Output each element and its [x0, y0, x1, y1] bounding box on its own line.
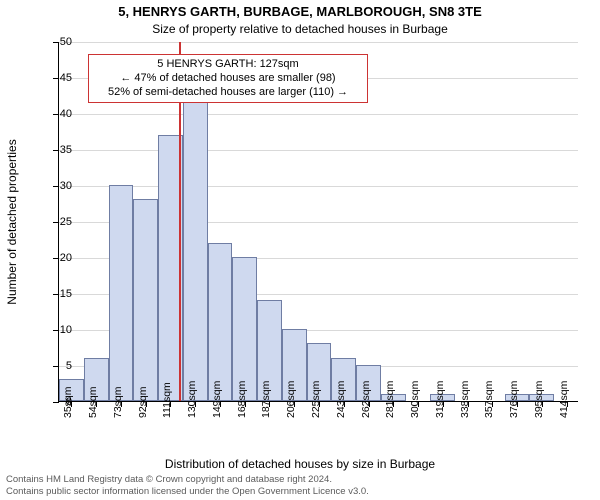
y-tick-label: 20 — [60, 252, 72, 264]
histogram-bar — [109, 185, 134, 401]
y-tick — [53, 78, 59, 79]
chart-container: 5, HENRYS GARTH, BURBAGE, MARLBOROUGH, S… — [0, 0, 600, 500]
y-tick — [53, 402, 59, 403]
y-tick-label: 15 — [60, 288, 72, 300]
histogram-bar — [133, 199, 158, 401]
chart-title-sub: Size of property relative to detached ho… — [0, 22, 600, 36]
y-tick — [53, 114, 59, 115]
chart-title-main: 5, HENRYS GARTH, BURBAGE, MARLBOROUGH, S… — [0, 4, 600, 19]
annotation-line-1: 5 HENRYS GARTH: 127sqm — [95, 58, 361, 72]
y-axis-title: Number of detached properties — [5, 139, 19, 304]
y-tick-label: 25 — [60, 216, 72, 228]
x-axis-title: Distribution of detached houses by size … — [0, 457, 600, 471]
gridline — [59, 186, 578, 187]
y-tick-label: 10 — [60, 324, 72, 336]
gridline — [59, 42, 578, 43]
y-tick-label: 50 — [60, 36, 72, 48]
footer-line-1: Contains HM Land Registry data © Crown c… — [6, 474, 332, 485]
gridline — [59, 150, 578, 151]
annotation-box: 5 HENRYS GARTH: 127sqm ← 47% of detached… — [88, 54, 368, 103]
histogram-bar — [208, 243, 233, 401]
y-tick — [53, 294, 59, 295]
y-tick — [53, 150, 59, 151]
annotation-line-2: ← 47% of detached houses are smaller (98… — [95, 72, 361, 86]
y-tick — [53, 186, 59, 187]
y-tick-label: 45 — [60, 72, 72, 84]
y-tick-label: 40 — [60, 108, 72, 120]
gridline — [59, 114, 578, 115]
y-tick — [53, 42, 59, 43]
y-tick — [53, 330, 59, 331]
y-tick — [53, 258, 59, 259]
y-tick-label: 35 — [60, 144, 72, 156]
histogram-bar — [183, 77, 208, 401]
y-tick-label: 5 — [66, 360, 72, 372]
y-tick-label: 30 — [60, 180, 72, 192]
y-tick — [53, 222, 59, 223]
histogram-bar — [232, 257, 257, 401]
footer-line-2: Contains public sector information licen… — [6, 486, 369, 497]
annotation-line-3: 52% of semi-detached houses are larger (… — [95, 86, 361, 100]
y-tick — [53, 366, 59, 367]
